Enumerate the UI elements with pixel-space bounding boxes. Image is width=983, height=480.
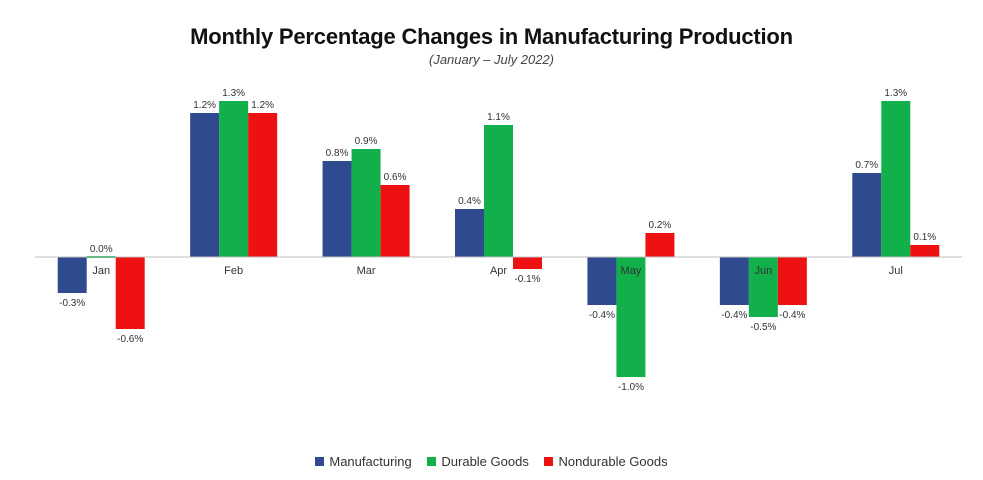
data-label-manufacturing-jul: 0.7%	[855, 160, 878, 171]
data-label-manufacturing-mar: 0.8%	[326, 148, 349, 159]
data-label-manufacturing-jan: -0.3%	[59, 298, 85, 309]
bar-durable-goods-jul	[881, 101, 911, 257]
bar-manufacturing-jun	[719, 257, 749, 305]
x-tick-label-may: May	[621, 265, 642, 277]
data-label-nondurable-goods-feb: 1.2%	[251, 100, 274, 111]
legend-swatch-durable-goods	[427, 457, 437, 466]
legend-swatch-nondurable-goods	[544, 457, 554, 466]
data-label-durable-goods-feb: 1.3%	[222, 88, 245, 99]
legend-label-manufacturing: Manufacturing	[329, 454, 412, 469]
x-tick-label-mar: Mar	[357, 265, 376, 277]
data-label-durable-goods-may: -1.0%	[618, 382, 644, 393]
bar-manufacturing-feb	[190, 113, 220, 257]
bar-nondurable-goods-mar	[380, 185, 410, 257]
x-tick-label-apr: Apr	[490, 265, 507, 277]
bar-durable-goods-apr	[484, 125, 513, 257]
data-label-manufacturing-may: -0.4%	[589, 310, 615, 321]
data-label-manufacturing-apr: 0.4%	[458, 196, 481, 207]
legend-label-durable-goods: Durable Goods	[441, 454, 529, 469]
data-label-nondurable-goods-jul: 0.1%	[913, 232, 936, 243]
x-tick-label-jan: Jan	[92, 265, 110, 277]
bar-durable-goods-mar	[351, 149, 381, 257]
data-label-nondurable-goods-apr: -0.1%	[514, 274, 540, 285]
data-label-manufacturing-feb: 1.2%	[193, 100, 216, 111]
bar-durable-goods-may	[616, 257, 646, 377]
data-label-nondurable-goods-jun: -0.4%	[779, 310, 805, 321]
data-label-durable-goods-apr: 1.1%	[487, 112, 510, 123]
data-label-durable-goods-jun: -0.5%	[750, 322, 776, 333]
x-tick-label-jun: Jun	[754, 265, 772, 277]
bar-manufacturing-apr	[455, 209, 484, 257]
legend-item-nondurable-goods: Nondurable Goods	[544, 454, 668, 469]
data-label-nondurable-goods-jan: -0.6%	[117, 334, 143, 345]
data-label-nondurable-goods-mar: 0.6%	[384, 172, 407, 183]
data-label-durable-goods-jan: 0.0%	[90, 244, 113, 255]
x-tick-label-feb: Feb	[224, 265, 243, 277]
bar-durable-goods-jun	[748, 257, 778, 317]
data-label-durable-goods-mar: 0.9%	[355, 136, 378, 147]
legend-item-durable-goods: Durable Goods	[427, 454, 529, 469]
bar-manufacturing-jul	[852, 173, 882, 257]
x-tick-label-jul: Jul	[889, 265, 903, 277]
bar-nondurable-goods-apr	[513, 257, 542, 269]
bar-chart: -0.3% 0.0% -0.6% Jan 1.2% 1.3% 1.2% Feb 0.8% 0.9%…	[35, 88, 962, 393]
bar-manufacturing-jan	[57, 257, 87, 293]
chart-subtitle: (January – July 2022)	[428, 52, 554, 67]
chart-title: Monthly Percentage Changes in Manufactur…	[190, 24, 793, 49]
legend: Manufacturing Durable Goods Nondurable G…	[0, 454, 983, 469]
legend-item-manufacturing: Manufacturing	[315, 454, 412, 469]
bar-nondurable-goods-may	[645, 233, 675, 257]
bar-nondurable-goods-jul	[910, 245, 940, 257]
bar-nondurable-goods-jan	[115, 257, 145, 329]
bar-nondurable-goods-jun	[777, 257, 807, 305]
bar-nondurable-goods-feb	[248, 113, 278, 257]
data-label-manufacturing-jun: -0.4%	[721, 310, 747, 321]
data-label-durable-goods-jul: 1.3%	[884, 88, 907, 99]
legend-swatch-manufacturing	[315, 457, 325, 466]
bar-durable-goods-feb	[219, 101, 249, 257]
legend-label-nondurable-goods: Nondurable Goods	[558, 454, 668, 469]
bar-manufacturing-may	[587, 257, 617, 305]
bar-manufacturing-mar	[322, 161, 352, 257]
data-label-nondurable-goods-may: 0.2%	[649, 220, 672, 231]
